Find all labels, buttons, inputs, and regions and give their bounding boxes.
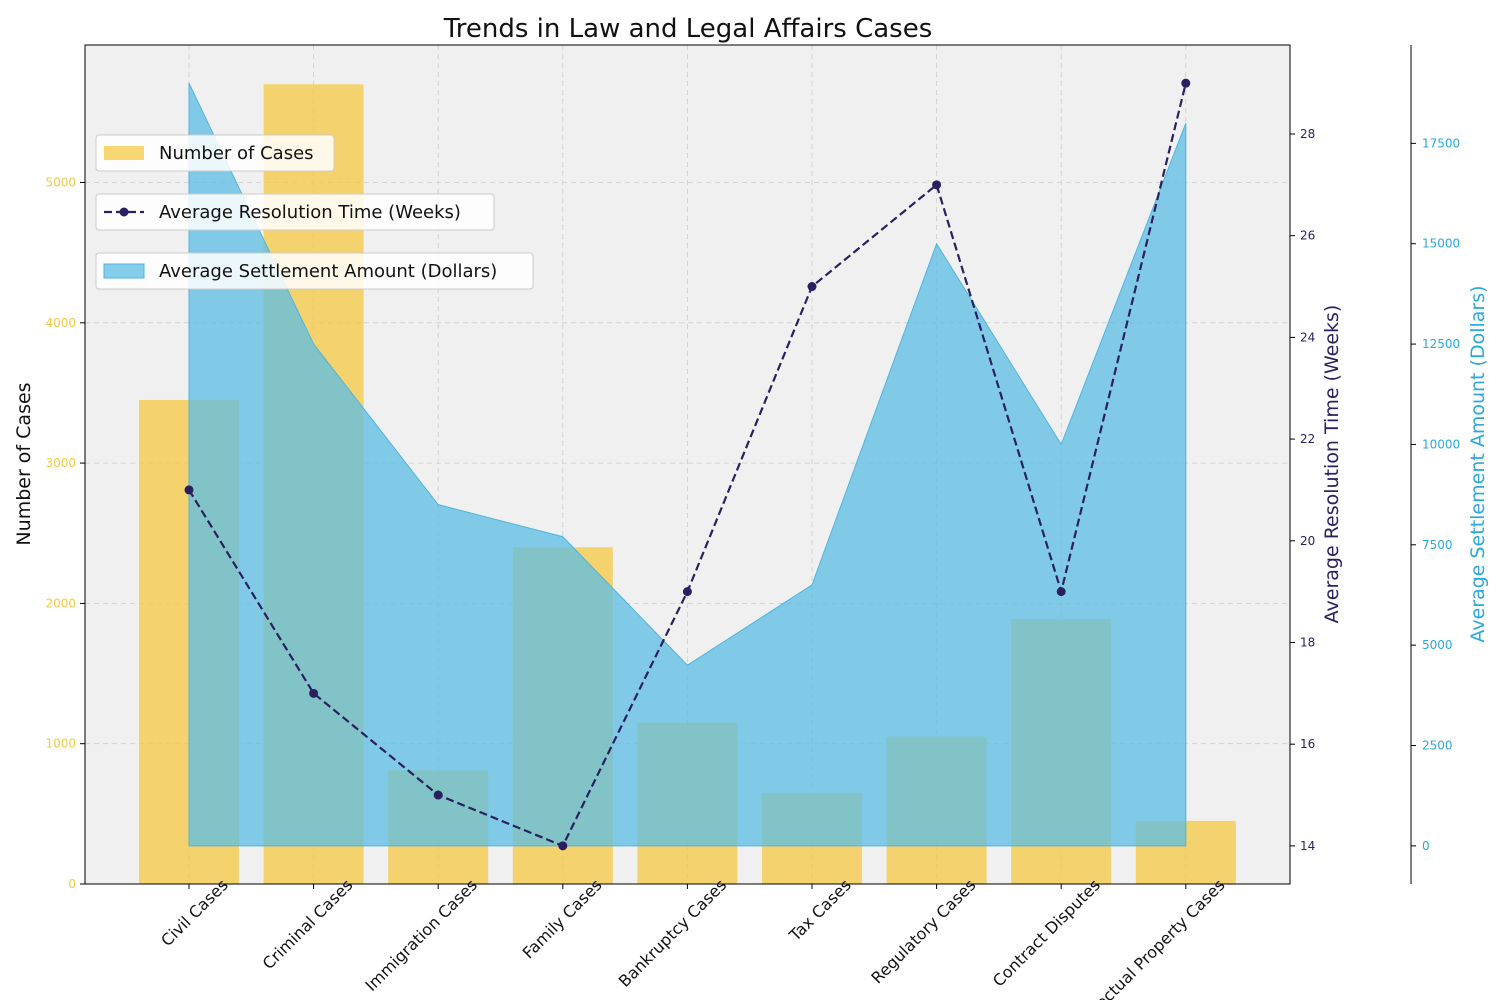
y-right2-tick-label: 7500 <box>1422 538 1453 552</box>
legend-label: Number of Cases <box>159 143 314 164</box>
y-left-tick-label: 1000 <box>45 737 76 751</box>
line-point <box>309 688 319 698</box>
x-tick-label: Bankruptcy Cases <box>615 875 730 990</box>
y-axis-right-settlement: 0 2500 5000 7500 10000 12500 15000 17500 Average… <box>1410 45 1489 884</box>
legend-box <box>95 134 335 172</box>
legend-box <box>95 252 534 290</box>
legend-swatch-area <box>103 263 145 279</box>
x-tick-label: Tax Cases <box>785 875 855 945</box>
x-axis: Civil Cases Criminal Cases Immigration Cas… <box>157 875 1228 1000</box>
y-right1-axis-label: Average Resolution Time (Weeks) <box>1321 305 1343 624</box>
y-right2-tick-label: 0 <box>1422 839 1430 853</box>
line-series <box>184 78 1191 851</box>
y-right1-tick-label: 20 <box>1300 534 1315 548</box>
y-right2-tick-label: 12500 <box>1422 337 1460 351</box>
y-right1-tick-label: 18 <box>1300 635 1315 649</box>
x-tick-label: Contract Disputes <box>989 875 1104 990</box>
y-right1-tick-label: 14 <box>1300 839 1315 853</box>
y-left-tick-label: 2000 <box>45 596 76 610</box>
x-tick-label: Criminal Cases <box>259 875 357 973</box>
x-tick-label: Regulatory Cases <box>867 875 979 987</box>
area-series <box>188 82 1187 847</box>
y-axis-right-resolution: 14 16 18 20 22 24 26 28 Average Resolution Time … <box>1290 127 1343 853</box>
line-point <box>932 180 942 190</box>
line-point <box>184 485 194 495</box>
line-point <box>1056 587 1066 597</box>
legend-label: Average Resolution Time (Weeks) <box>159 202 461 223</box>
area-fill <box>188 82 1187 847</box>
x-tick-label: Immigration Cases <box>361 875 481 995</box>
y-right2-tick-label: 17500 <box>1422 136 1460 150</box>
y-left-tick-label: 5000 <box>45 175 76 189</box>
line-point <box>807 282 817 292</box>
y-right1-tick-label: 16 <box>1300 737 1315 751</box>
y-right2-axis-label: Average Settlement Amount (Dollars) <box>1467 285 1489 642</box>
y-left-tick-label: 0 <box>68 877 76 891</box>
legend-label: Average Settlement Amount (Dollars) <box>159 261 497 282</box>
line-point <box>682 587 692 597</box>
chart-title: Trends in Law and Legal Affairs Cases <box>443 14 933 44</box>
y-right2-tick-label: 10000 <box>1422 437 1460 451</box>
line-point <box>558 841 568 851</box>
legend-swatch-marker <box>119 207 129 217</box>
legend-swatch-bar <box>104 146 144 160</box>
y-right1-tick-label: 22 <box>1300 432 1315 446</box>
y-left-tick-label: 3000 <box>45 456 76 470</box>
y-right2-tick-label: 15000 <box>1422 237 1460 251</box>
legend-box <box>95 193 495 231</box>
y-axis-left: 0 1000 2000 3000 4000 5000 Number of Cases <box>13 175 85 891</box>
y-right1-tick-label: 24 <box>1300 330 1315 344</box>
y-left-tick-label: 4000 <box>45 316 76 330</box>
x-tick-label: Civil Cases <box>157 875 232 950</box>
line-point <box>433 790 443 800</box>
line-point <box>1181 78 1191 88</box>
legend: Number of Cases Average Resolution Time (… <box>95 134 534 290</box>
y-right2-tick-label: 2500 <box>1422 739 1453 753</box>
x-tick-label: Family Cases <box>519 875 606 962</box>
y-right1-tick-label: 28 <box>1300 127 1315 141</box>
y-left-axis-label: Number of Cases <box>13 382 35 545</box>
y-right2-tick-label: 5000 <box>1422 638 1453 652</box>
y-right1-tick-label: 26 <box>1300 229 1315 243</box>
